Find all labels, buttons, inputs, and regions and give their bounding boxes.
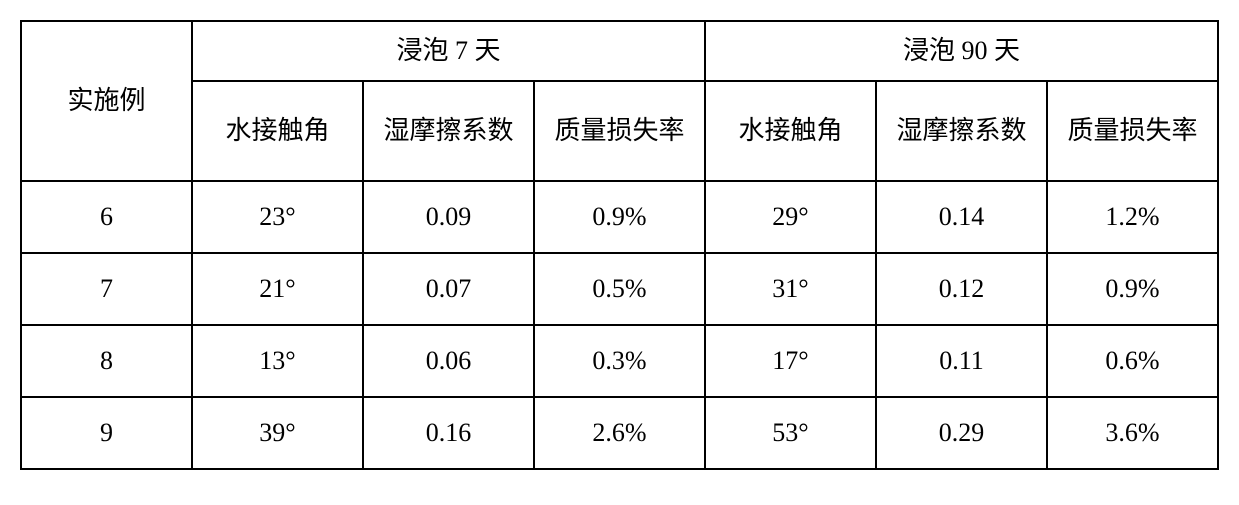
cell-90d-friction: 0.14: [876, 181, 1047, 253]
cell-7d-massloss: 0.3%: [534, 325, 705, 397]
cell-90d-contact: 31°: [705, 253, 876, 325]
cell-90d-massloss: 0.6%: [1047, 325, 1218, 397]
cell-example: 9: [21, 397, 192, 469]
cell-7d-massloss: 0.9%: [534, 181, 705, 253]
table-header-row-2: 水接触角 湿摩擦系数 质量损失率 水接触角 湿摩擦系数 质量损失率: [21, 81, 1218, 181]
cell-7d-massloss: 2.6%: [534, 397, 705, 469]
cell-90d-massloss: 0.9%: [1047, 253, 1218, 325]
cell-7d-friction: 0.06: [363, 325, 534, 397]
data-table: 实施例 浸泡 7 天 浸泡 90 天 水接触角 湿摩擦系数 质量损失率 水接触角…: [20, 20, 1219, 470]
table-row: 7 21° 0.07 0.5% 31° 0.12 0.9%: [21, 253, 1218, 325]
col-header-group-90days: 浸泡 90 天: [705, 21, 1218, 81]
cell-7d-massloss: 0.5%: [534, 253, 705, 325]
cell-90d-contact: 29°: [705, 181, 876, 253]
col-header-7d-contact-angle: 水接触角: [192, 81, 363, 181]
table-header-row-1: 实施例 浸泡 7 天 浸泡 90 天: [21, 21, 1218, 81]
cell-90d-massloss: 1.2%: [1047, 181, 1218, 253]
col-header-90d-mass-loss: 质量损失率: [1047, 81, 1218, 181]
cell-7d-friction: 0.07: [363, 253, 534, 325]
cell-90d-friction: 0.11: [876, 325, 1047, 397]
cell-7d-friction: 0.09: [363, 181, 534, 253]
cell-90d-friction: 0.12: [876, 253, 1047, 325]
cell-90d-massloss: 3.6%: [1047, 397, 1218, 469]
col-header-example: 实施例: [21, 21, 192, 181]
col-header-90d-contact-angle: 水接触角: [705, 81, 876, 181]
cell-90d-friction: 0.29: [876, 397, 1047, 469]
col-header-7d-friction: 湿摩擦系数: [363, 81, 534, 181]
cell-90d-contact: 53°: [705, 397, 876, 469]
table-row: 6 23° 0.09 0.9% 29° 0.14 1.2%: [21, 181, 1218, 253]
cell-7d-friction: 0.16: [363, 397, 534, 469]
cell-example: 6: [21, 181, 192, 253]
table-row: 8 13° 0.06 0.3% 17° 0.11 0.6%: [21, 325, 1218, 397]
col-header-90d-friction: 湿摩擦系数: [876, 81, 1047, 181]
col-header-group-7days: 浸泡 7 天: [192, 21, 705, 81]
col-header-7d-mass-loss: 质量损失率: [534, 81, 705, 181]
table-row: 9 39° 0.16 2.6% 53° 0.29 3.6%: [21, 397, 1218, 469]
cell-example: 7: [21, 253, 192, 325]
cell-7d-contact: 13°: [192, 325, 363, 397]
cell-7d-contact: 21°: [192, 253, 363, 325]
cell-example: 8: [21, 325, 192, 397]
cell-90d-contact: 17°: [705, 325, 876, 397]
cell-7d-contact: 39°: [192, 397, 363, 469]
cell-7d-contact: 23°: [192, 181, 363, 253]
